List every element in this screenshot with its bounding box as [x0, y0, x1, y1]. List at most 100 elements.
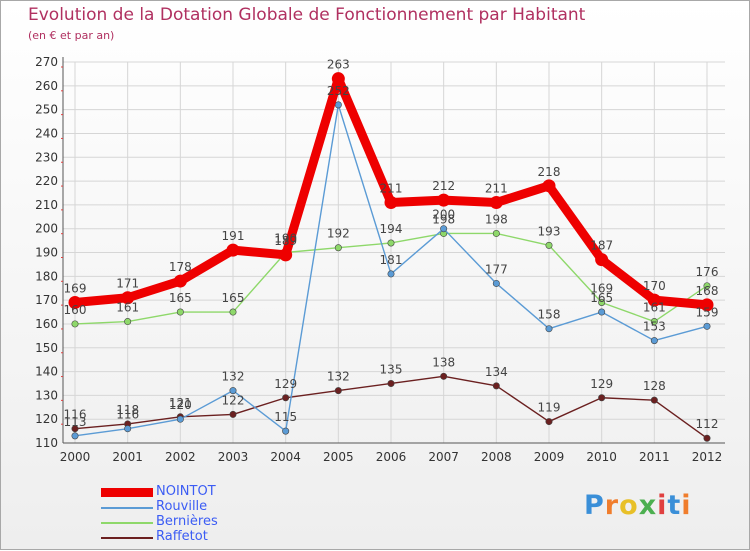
- data-label: 193: [538, 224, 561, 238]
- x-tick-label: 2000: [60, 450, 91, 464]
- data-point: [384, 195, 398, 209]
- logo-letter: x: [638, 490, 658, 521]
- data-label: 189: [274, 234, 297, 248]
- data-point: [492, 229, 500, 237]
- data-label: 134: [485, 365, 508, 379]
- data-label: 122: [222, 393, 245, 407]
- legend-swatch-bernieres: [101, 522, 153, 524]
- x-tick-label: 2011: [639, 450, 670, 464]
- data-label: 159: [696, 305, 719, 319]
- y-tick-label: 240: [35, 126, 58, 140]
- data-label: 211: [485, 181, 508, 195]
- legend-label-nointot: NOINTOT: [156, 484, 216, 499]
- data-point: [226, 243, 240, 257]
- data-point: [650, 337, 658, 345]
- data-label: 128: [643, 379, 666, 393]
- data-point: [71, 320, 79, 328]
- y-tick-label: 120: [35, 412, 58, 426]
- x-tick-label: 2007: [428, 450, 459, 464]
- data-point: [598, 394, 606, 402]
- data-labels: 169 171 178 191 189 263 211 212 211 218 187 170 168 1…: [64, 58, 719, 432]
- data-label: 263: [327, 58, 350, 72]
- logo-letter: P: [584, 490, 605, 521]
- y-tick-label: 150: [35, 341, 58, 355]
- data-point: [489, 195, 503, 209]
- data-point: [334, 244, 342, 252]
- data-label: 178: [169, 260, 192, 274]
- data-label: 153: [643, 320, 666, 334]
- chart-subtitle: (en € et par an): [28, 29, 115, 42]
- logo-letter: t: [667, 490, 682, 521]
- y-tick-label: 200: [35, 222, 58, 236]
- data-label: 113: [64, 415, 87, 429]
- data-label: 129: [274, 377, 297, 391]
- data-point: [176, 415, 184, 423]
- data-label: 212: [432, 179, 455, 193]
- y-tick-label: 160: [35, 317, 58, 331]
- data-point: [387, 270, 395, 278]
- data-point: [124, 425, 132, 433]
- data-label: 161: [116, 301, 139, 315]
- data-point: [124, 318, 132, 326]
- data-point: [229, 410, 237, 418]
- y-tick-label: 170: [35, 293, 58, 307]
- data-label: 116: [116, 408, 139, 422]
- series-lines: [68, 72, 714, 442]
- y-tick-label: 210: [35, 198, 58, 212]
- data-point: [71, 432, 79, 440]
- data-point: [387, 239, 395, 247]
- data-point: [121, 291, 135, 305]
- data-label: 198: [432, 212, 455, 226]
- data-point: [647, 293, 661, 307]
- data-label: 118: [116, 403, 139, 417]
- data-label: 115: [274, 410, 297, 424]
- data-label: 192: [327, 227, 350, 241]
- data-point: [331, 72, 345, 86]
- logo-letter: r: [604, 490, 620, 521]
- x-tick-label: 2004: [270, 450, 301, 464]
- data-point: [71, 425, 79, 433]
- y-tick-label: 180: [35, 269, 58, 283]
- data-point: [545, 418, 553, 426]
- data-label: 170: [643, 279, 666, 293]
- data-point: [650, 318, 658, 326]
- data-label: 160: [64, 303, 87, 317]
- data-label: 135: [380, 362, 403, 376]
- data-label: 121: [169, 396, 192, 410]
- data-label: 120: [169, 398, 192, 412]
- data-label: 119: [538, 401, 561, 415]
- data-label: 177: [485, 262, 508, 276]
- data-point: [229, 308, 237, 316]
- y-tick-label: 230: [35, 150, 58, 164]
- y-tick-label: 260: [35, 79, 58, 93]
- data-point: [700, 298, 714, 312]
- data-label: 171: [116, 277, 139, 291]
- data-label: 191: [222, 229, 245, 243]
- data-label: 169: [590, 282, 613, 296]
- data-point: [440, 225, 448, 233]
- logo-letter: i: [657, 490, 668, 521]
- data-point: [492, 382, 500, 390]
- data-point: [437, 193, 451, 207]
- data-point: [703, 322, 711, 330]
- x-tick-label: 2001: [112, 450, 143, 464]
- y-tick-label: 130: [35, 388, 58, 402]
- data-point: [387, 379, 395, 387]
- data-point: [334, 101, 342, 109]
- y-tick-label: 190: [35, 246, 58, 260]
- data-label: 194: [380, 222, 403, 236]
- data-point: [598, 299, 606, 307]
- data-label: 168: [696, 284, 719, 298]
- y-tick-label: 140: [35, 365, 58, 379]
- data-point: [545, 241, 553, 249]
- data-label: 132: [222, 370, 245, 384]
- data-label: 198: [485, 212, 508, 226]
- data-label: 181: [380, 253, 403, 267]
- data-point: [545, 325, 553, 333]
- axes: 110 120 130 140 150 160 170 180 190 200 210 220 230 2…: [35, 55, 725, 464]
- data-label: 161: [643, 301, 666, 315]
- data-point: [542, 179, 556, 193]
- y-tick-label: 250: [35, 103, 58, 117]
